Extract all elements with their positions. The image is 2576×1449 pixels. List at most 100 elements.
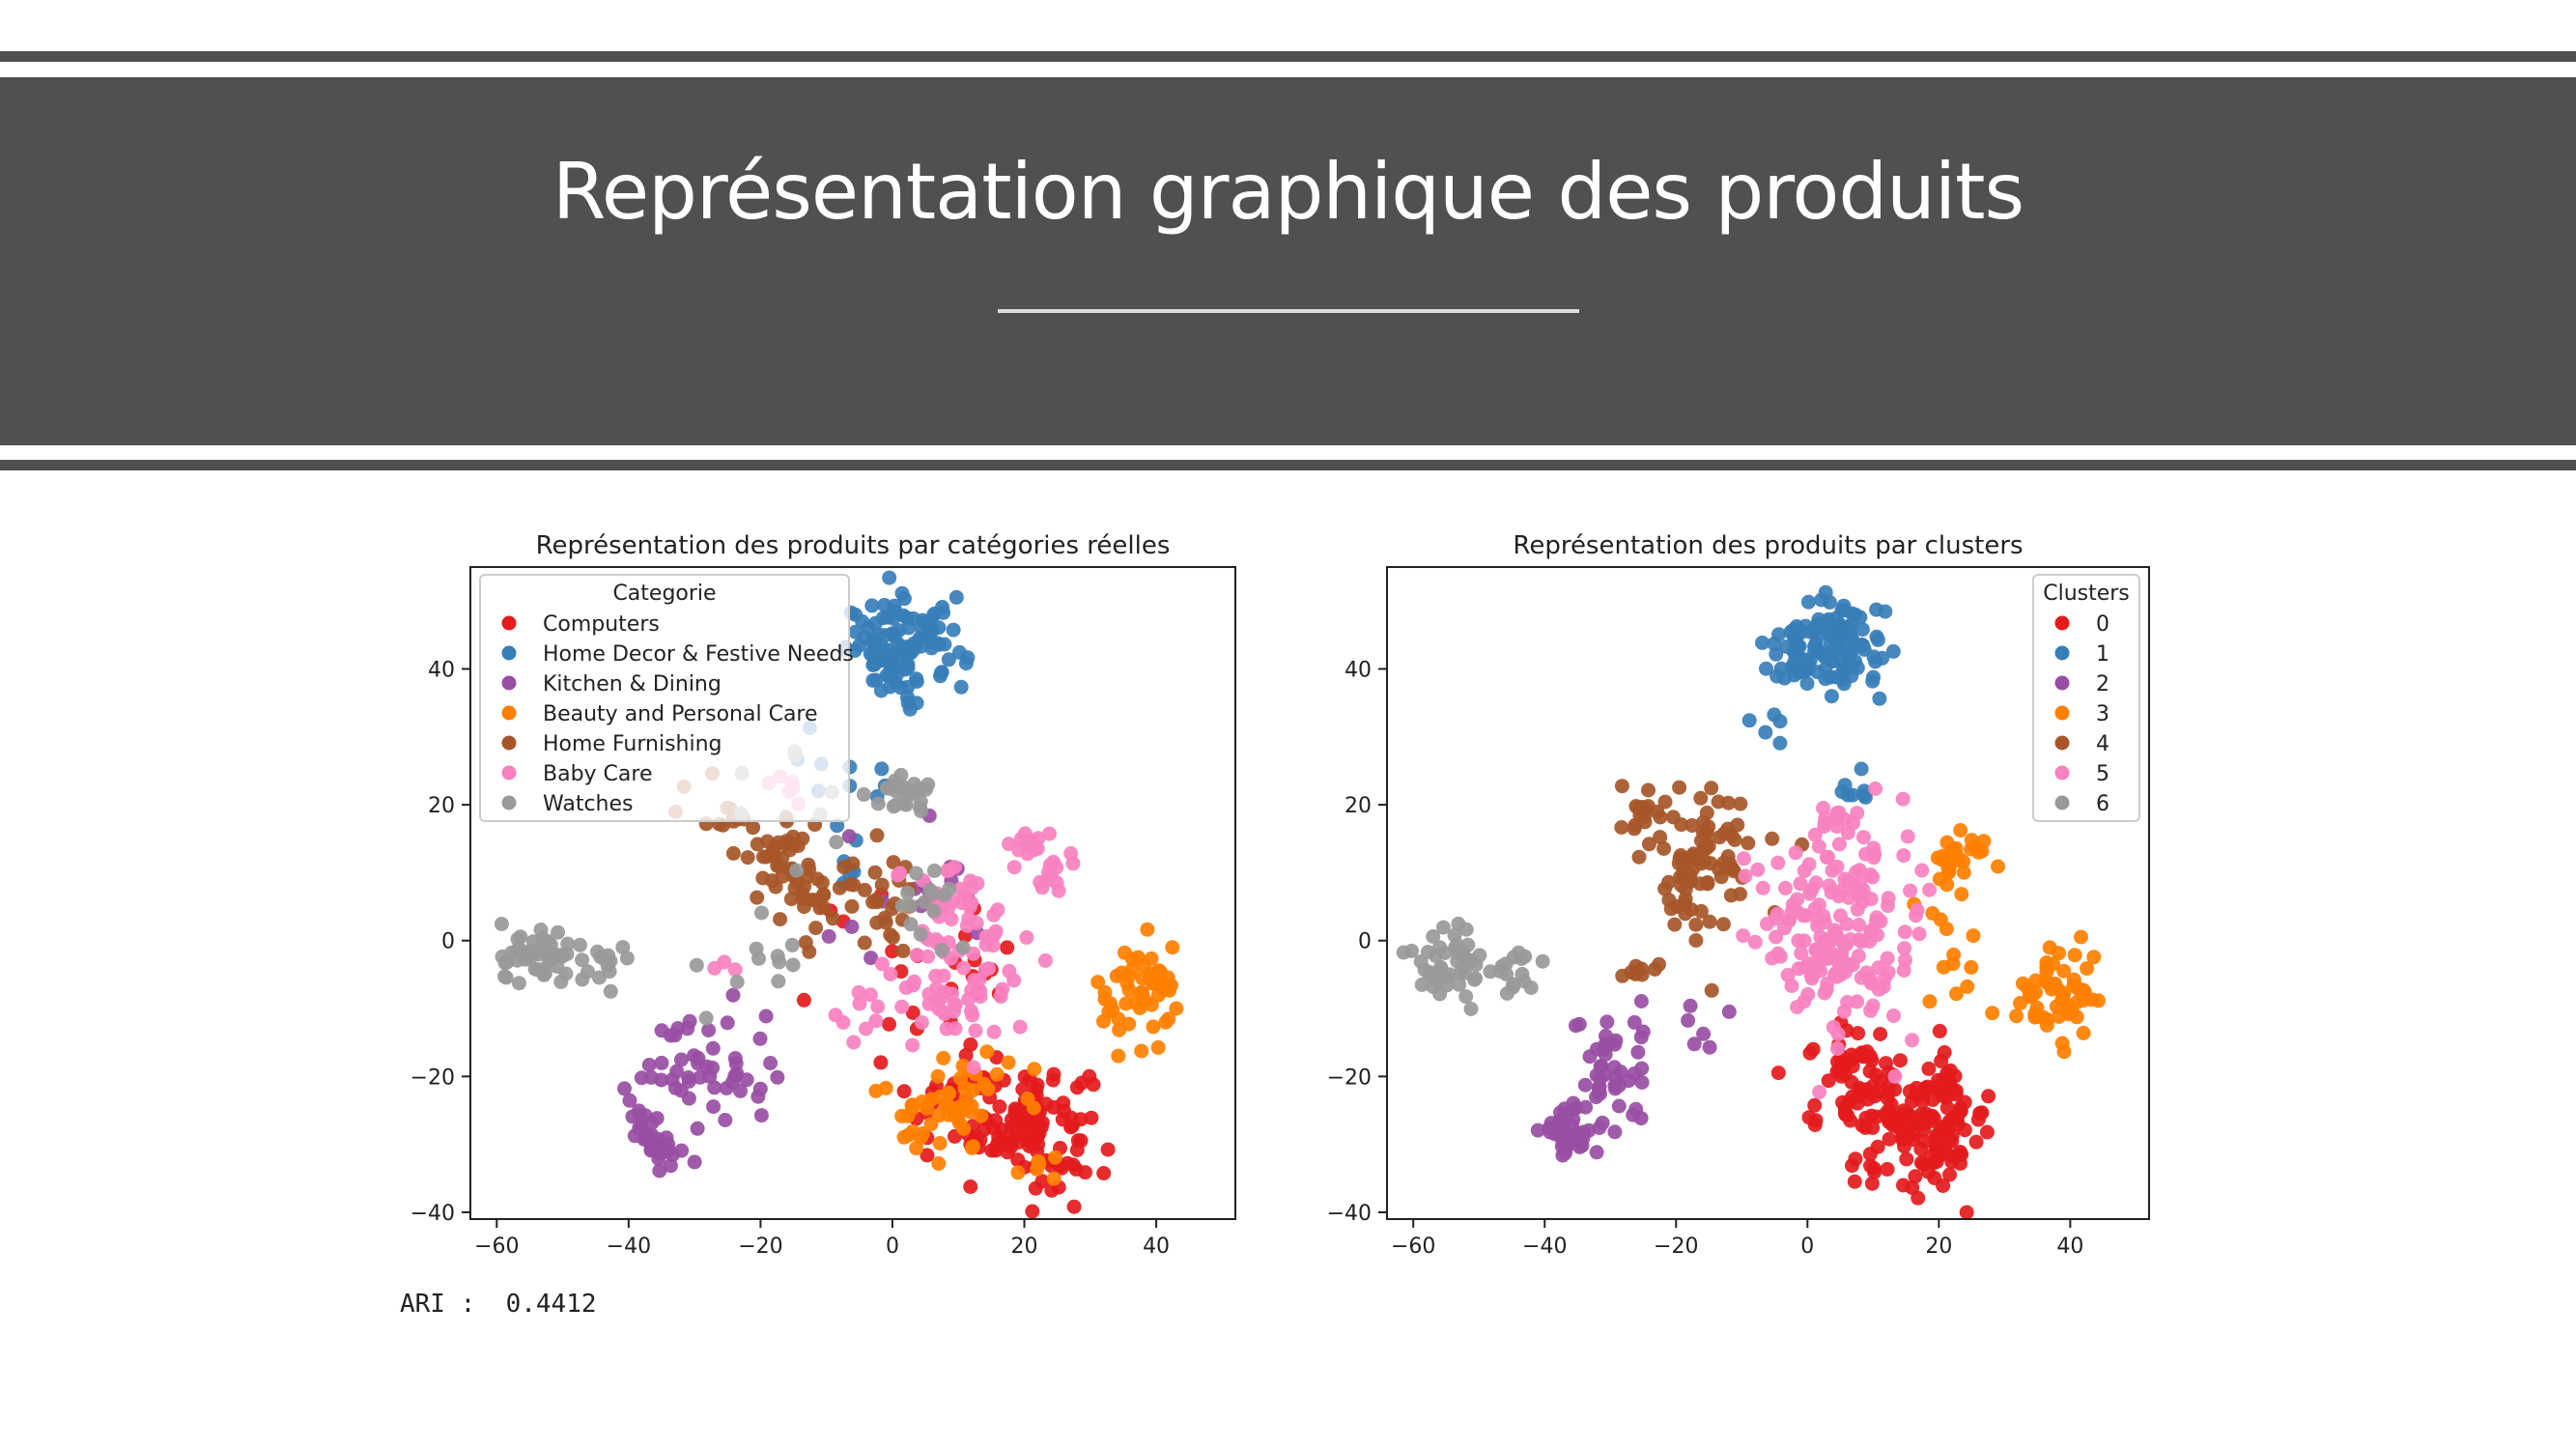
point-0 bbox=[1939, 1065, 1955, 1081]
point-2 bbox=[1633, 994, 1649, 1009]
point-baby-care bbox=[948, 997, 963, 1012]
legend-entry: 4 bbox=[2096, 732, 2109, 756]
point-home-furnishing bbox=[808, 921, 824, 936]
point-5 bbox=[1812, 1085, 1827, 1099]
point-baby-care bbox=[944, 912, 959, 927]
point-0 bbox=[1873, 1027, 1888, 1041]
point-watches bbox=[789, 863, 805, 878]
point-1 bbox=[1759, 661, 1773, 676]
point-2 bbox=[1630, 1044, 1646, 1060]
point-beauty-and-personal-care bbox=[974, 1108, 989, 1123]
point-home-decor-festive-needs bbox=[899, 639, 915, 654]
point-5 bbox=[1803, 968, 1819, 983]
point-5 bbox=[1769, 929, 1784, 945]
point-2 bbox=[1577, 1077, 1593, 1093]
point-3 bbox=[2052, 946, 2066, 961]
legend-marker bbox=[501, 675, 517, 691]
point-0 bbox=[1867, 1164, 1882, 1179]
point-4 bbox=[1657, 881, 1673, 896]
point-home-decor-festive-needs bbox=[900, 696, 916, 711]
point-computers bbox=[1086, 1077, 1101, 1093]
point-0 bbox=[1908, 1169, 1923, 1184]
x-tick-label: −20 bbox=[738, 1235, 782, 1259]
point-6 bbox=[1432, 940, 1448, 955]
point-watches bbox=[955, 940, 971, 955]
point-0 bbox=[1802, 1045, 1818, 1061]
ari-value: 0.4412 bbox=[505, 1290, 597, 1319]
point-0 bbox=[1801, 1110, 1817, 1125]
point-beauty-and-personal-care bbox=[931, 1156, 947, 1171]
point-3 bbox=[2009, 1009, 2024, 1024]
y-tick-label: −40 bbox=[1327, 1202, 1372, 1226]
point-1 bbox=[1786, 628, 1801, 643]
point-watches bbox=[909, 866, 924, 881]
point-home-furnishing bbox=[867, 865, 883, 880]
point-1 bbox=[1828, 669, 1844, 685]
point-5 bbox=[1834, 955, 1850, 971]
plot-frame bbox=[469, 566, 1236, 1220]
point-4 bbox=[1704, 781, 1719, 796]
point-1 bbox=[1818, 584, 1833, 600]
point-3 bbox=[1936, 959, 1951, 975]
point-home-furnishing bbox=[842, 876, 858, 892]
point-beauty-and-personal-care bbox=[955, 1102, 971, 1118]
point-4 bbox=[1741, 836, 1756, 851]
point-beauty-and-personal-care bbox=[1146, 1019, 1161, 1035]
point-baby-care bbox=[978, 937, 994, 952]
point-home-furnishing bbox=[750, 890, 765, 905]
point-3 bbox=[2086, 950, 2102, 965]
point-kitchen-dining bbox=[665, 1072, 680, 1088]
point-4 bbox=[1656, 841, 1672, 856]
point-home-decor-festive-needs bbox=[889, 644, 904, 660]
point-kitchen-dining bbox=[652, 1163, 667, 1179]
point-watches bbox=[934, 943, 949, 958]
point-4 bbox=[1712, 830, 1727, 845]
point-baby-care bbox=[892, 866, 908, 881]
point-baby-care bbox=[986, 1024, 1002, 1039]
point-5 bbox=[1824, 885, 1839, 900]
point-0 bbox=[1949, 1110, 1964, 1125]
point-5 bbox=[1817, 915, 1832, 930]
legend-marker bbox=[2054, 735, 2070, 751]
point-5 bbox=[1770, 946, 1786, 961]
point-computers bbox=[963, 1179, 978, 1194]
point-watches bbox=[937, 888, 952, 902]
point-1 bbox=[1821, 646, 1836, 662]
point-home-decor-festive-needs bbox=[866, 654, 882, 669]
point-home-decor-festive-needs bbox=[958, 656, 974, 671]
point-5 bbox=[1905, 1033, 1920, 1048]
point-0 bbox=[1880, 1161, 1895, 1177]
point-0 bbox=[1940, 1087, 1956, 1102]
point-computers bbox=[992, 1099, 1007, 1115]
point-watches bbox=[572, 937, 587, 952]
point-baby-care bbox=[914, 1015, 929, 1030]
legend-marker bbox=[501, 765, 517, 781]
point-baby-care bbox=[959, 918, 975, 933]
point-2 bbox=[1634, 1061, 1650, 1076]
point-baby-care bbox=[964, 895, 979, 910]
x-tick-label: 40 bbox=[2056, 1235, 2083, 1259]
point-kitchen-dining bbox=[663, 1158, 678, 1174]
point-5 bbox=[1829, 1041, 1845, 1056]
point-4 bbox=[1647, 961, 1662, 977]
point-home-furnishing bbox=[798, 935, 813, 951]
point-baby-care bbox=[967, 973, 982, 988]
point-3 bbox=[2039, 959, 2054, 975]
legend-entry: 1 bbox=[2096, 642, 2109, 667]
point-2 bbox=[1589, 1041, 1604, 1057]
point-5 bbox=[1831, 805, 1847, 820]
point-baby-care bbox=[928, 968, 944, 983]
point-3 bbox=[2022, 989, 2037, 1005]
point-kitchen-dining bbox=[634, 1070, 649, 1086]
point-baby-care bbox=[995, 981, 1010, 997]
point-5 bbox=[1800, 986, 1816, 1002]
point-beauty-and-personal-care bbox=[1114, 965, 1129, 980]
point-3 bbox=[1922, 994, 1938, 1009]
point-1 bbox=[1837, 778, 1853, 793]
legend-marker bbox=[2054, 675, 2070, 691]
point-home-decor-festive-needs bbox=[896, 591, 912, 607]
point-kitchen-dining bbox=[690, 1121, 705, 1136]
point-4 bbox=[1693, 790, 1709, 806]
point-home-decor-festive-needs bbox=[880, 610, 895, 625]
point-baby-care bbox=[905, 1037, 920, 1053]
